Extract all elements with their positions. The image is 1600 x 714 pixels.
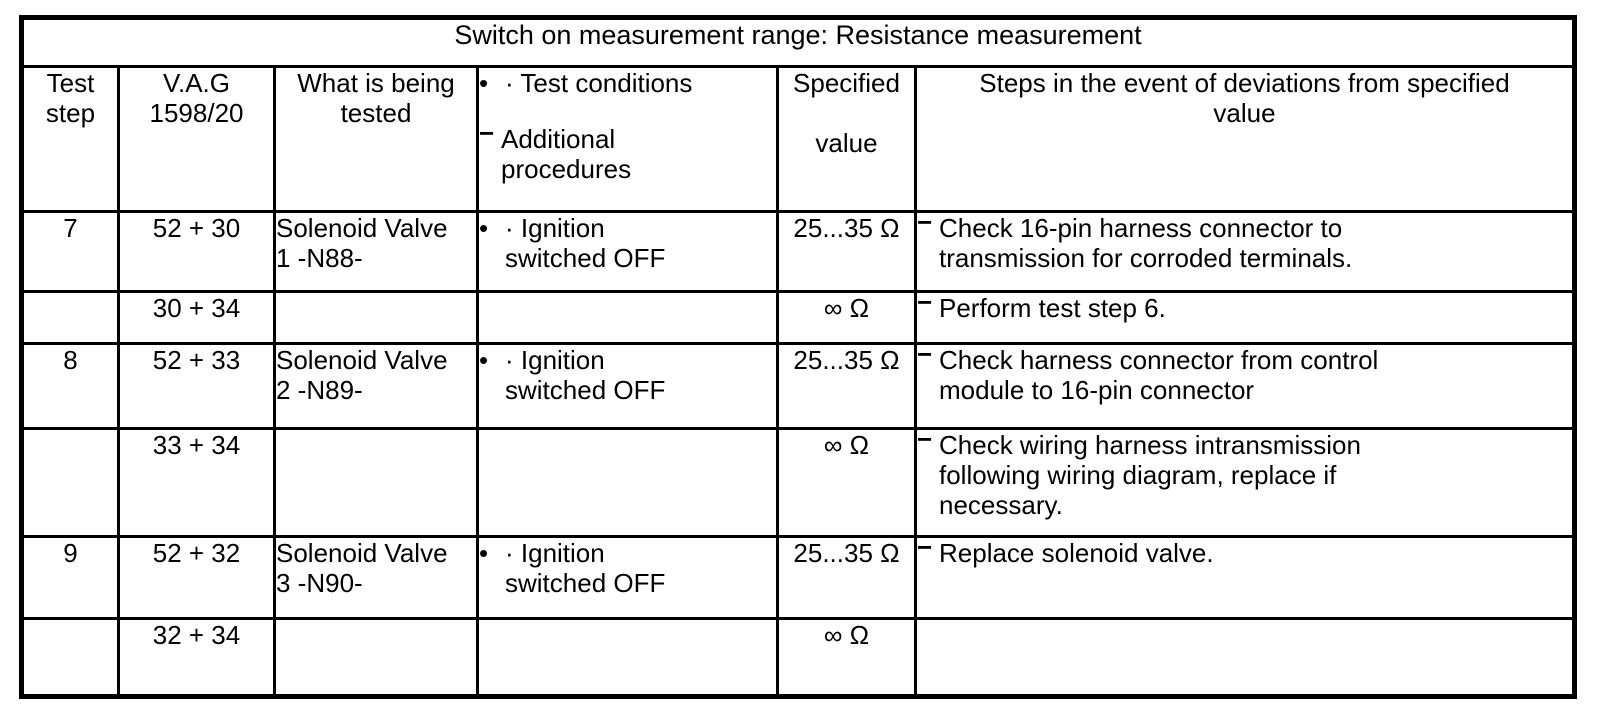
tested-component-cell: Solenoid Valve 2 -N89- (273, 341, 479, 430)
specified-value-cell: 25...35 Ω (776, 341, 917, 430)
tested-component-cell: Solenoid Valve 1 -N88- (273, 209, 479, 294)
vag-terminals-cell: 33 + 34 (117, 426, 276, 539)
measurement-table: Switch on measurement range: Resistance … (19, 15, 1577, 699)
header-deviation-steps: Steps in the event of deviations from sp… (914, 65, 1576, 213)
vag-terminals-cell: 52 + 30 (117, 209, 276, 294)
title-row: Switch on measurement range: Resistance … (20, 15, 1576, 69)
dash-icon: − (917, 291, 933, 318)
test-step-cell (20, 617, 120, 698)
vag-terminals-cell: 52 + 32 (117, 535, 276, 621)
test-conditions-cell (476, 426, 779, 539)
test-conditions-cell: • · Ignition switched OFF (476, 341, 779, 430)
test-step-cell: 9 (20, 535, 120, 621)
test-condition-text: · Ignition switched OFF (505, 344, 666, 405)
deviation-steps-cell (914, 617, 1576, 698)
header-vag-1598-20: V.A.G 1598/20 (117, 65, 276, 213)
bullet-icon: • (479, 344, 489, 375)
vag-terminals-cell: 30 + 34 (117, 290, 276, 345)
table-row: 7 52 + 30 Solenoid Valve 1 -N88- • · Ign… (20, 209, 1576, 294)
bullet-icon: • (479, 212, 489, 243)
dash-icon: − (917, 536, 933, 563)
table-row: 32 + 34 ∞ Ω (20, 617, 1576, 698)
deviation-step-text: Check wiring harness intransmission foll… (939, 429, 1361, 520)
vag-terminals-cell: 32 + 34 (117, 617, 276, 698)
deviation-step-text: Check harness connector from control mod… (939, 344, 1379, 405)
table-row: 33 + 34 ∞ Ω − Check wiring harness intra… (20, 426, 1576, 539)
header-test-step: Test step (20, 65, 120, 213)
specified-value-cell: ∞ Ω (776, 617, 917, 698)
test-conditions-line: • · Test conditions (479, 68, 775, 99)
test-conditions-cell (476, 290, 779, 345)
test-condition-text: · Ignition switched OFF (505, 212, 666, 273)
test-step-cell: 8 (20, 341, 120, 430)
test-step-cell (20, 290, 120, 345)
header-what-is-tested: What is being tested (273, 65, 479, 213)
bullet-icon: • (479, 68, 489, 99)
table-title: Switch on measurement range: Resistance … (20, 15, 1576, 69)
deviation-steps-cell: − Check harness connector from control m… (914, 341, 1576, 430)
tested-component-cell (273, 617, 479, 698)
test-conditions-label: · Test conditions (505, 68, 693, 99)
specified-value-cell: ∞ Ω (776, 290, 917, 345)
test-conditions-cell: • · Ignition switched OFF (476, 209, 779, 294)
additional-procedures-line: − Additional procedures (481, 118, 775, 185)
specified-value-cell: 25...35 Ω (776, 535, 917, 621)
dash-icon: − (917, 428, 933, 454)
bullet-icon: • (479, 538, 489, 569)
test-step-cell (20, 426, 120, 539)
table-row: 30 + 34 ∞ Ω − Perform test step 6. (20, 290, 1576, 345)
dash-icon: − (479, 118, 495, 149)
specified-value-cell: 25...35 Ω (776, 209, 917, 294)
specified-value-cell: ∞ Ω (776, 426, 917, 539)
deviation-steps-cell: − Replace solenoid valve. (914, 535, 1576, 621)
header-specified-value: Specified value (776, 65, 917, 213)
test-condition-text: · Ignition switched OFF (505, 538, 666, 599)
dash-icon: − (917, 343, 933, 369)
test-step-cell: 7 (20, 209, 120, 294)
tested-component-cell: Solenoid Valve 3 -N90- (273, 535, 479, 621)
table-row: 8 52 + 33 Solenoid Valve 2 -N89- • · Ign… (20, 341, 1576, 430)
dash-icon: − (917, 211, 933, 237)
tested-component-cell (273, 290, 479, 345)
deviation-steps-cell: − Check wiring harness intransmission fo… (914, 426, 1576, 539)
deviation-step-text: Check 16-pin harness connector to transm… (939, 212, 1353, 273)
test-conditions-cell (476, 617, 779, 698)
deviation-steps-cell: − Perform test step 6. (914, 290, 1576, 345)
table-row: 9 52 + 32 Solenoid Valve 3 -N90- • · Ign… (20, 535, 1576, 621)
tested-component-cell (273, 426, 479, 539)
vag-terminals-cell: 52 + 33 (117, 341, 276, 430)
header-test-conditions: • · Test conditions − Additional procedu… (476, 65, 779, 213)
header-row: Test step V.A.G 1598/20 What is being te… (20, 65, 1576, 213)
additional-procedures-label: Additional procedures (501, 124, 632, 185)
deviation-steps-cell: − Check 16-pin harness connector to tran… (914, 209, 1576, 294)
deviation-step-text: Replace solenoid valve. (939, 538, 1214, 569)
test-conditions-cell: • · Ignition switched OFF (476, 535, 779, 621)
deviation-step-text: Perform test step 6. (939, 293, 1166, 324)
